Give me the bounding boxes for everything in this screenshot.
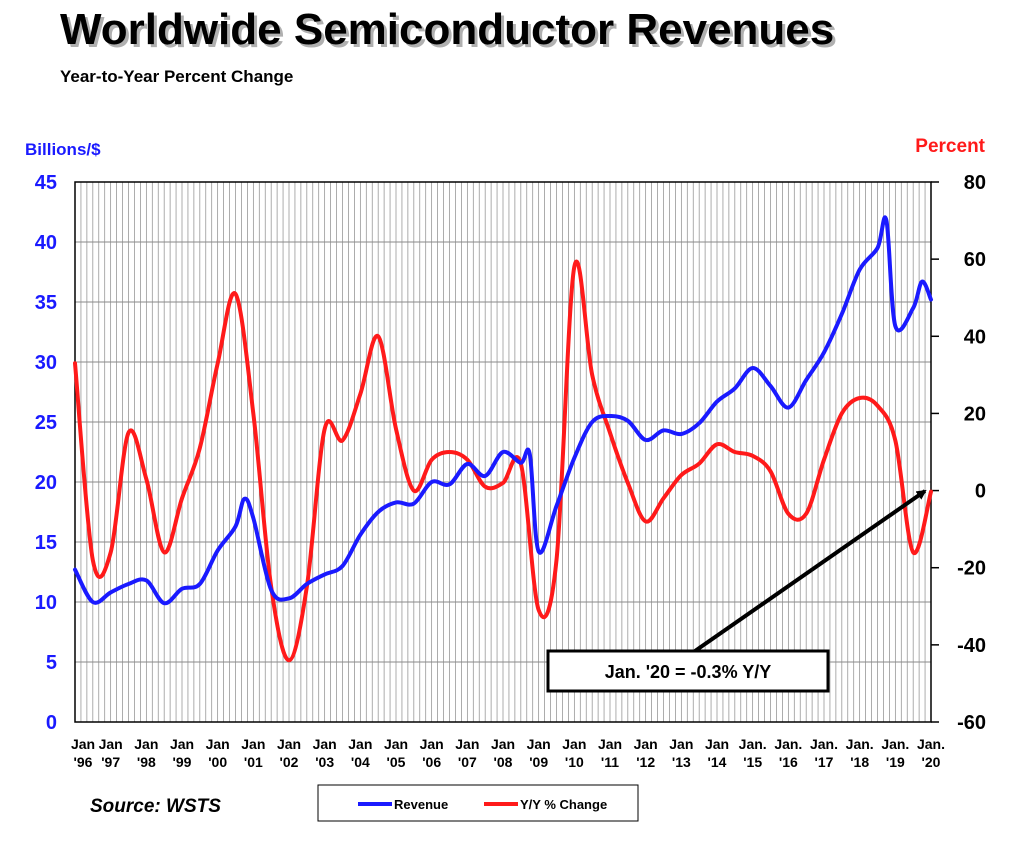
x-tick-label-year: '17 — [815, 754, 834, 770]
y-left-tick-label: 30 — [35, 352, 57, 374]
y-right-axis: -60 -40 -20 0 20 40 60 80 — [931, 172, 986, 734]
x-tick-label-year: '00 — [208, 754, 227, 770]
x-tick-label-year: '07 — [458, 754, 477, 770]
y-left-label: Billions/$ — [25, 140, 101, 159]
y-left-tick-label: 5 — [46, 652, 57, 674]
x-tick-label-month: Jan — [206, 736, 230, 752]
x-tick-label-month: Jan — [598, 736, 622, 752]
x-tick-label-year: '15 — [743, 754, 762, 770]
x-tick-label-month: Jan — [99, 736, 123, 752]
x-tick-label-year: '97 — [101, 754, 120, 770]
x-tick-label-month: Jan — [562, 736, 586, 752]
y-left-axis: 0 5 10 15 20 25 30 35 40 45 — [35, 172, 57, 734]
x-tick-label-year: '08 — [494, 754, 513, 770]
y-left-tick-label: 10 — [35, 592, 57, 614]
x-tick-label-year: '09 — [529, 754, 548, 770]
x-tick-label-year: '11 — [601, 754, 619, 770]
legend: Revenue Y/Y % Change — [317, 784, 639, 822]
revenue-line — [73, 215, 933, 606]
x-tick-label-month: Jan — [313, 736, 337, 752]
x-tick-label-year: '05 — [387, 754, 406, 770]
x-tick-label-month: Jan — [669, 736, 693, 752]
y-left-tick-label: 35 — [35, 292, 57, 314]
y-left-tick-label: 0 — [46, 712, 57, 734]
x-tick-label-year: '12 — [636, 754, 655, 770]
y-right-tick-label: -20 — [957, 558, 986, 580]
y-left-tick-label: 20 — [35, 472, 57, 494]
x-tick-label-year: '99 — [173, 754, 192, 770]
x-tick-label-year: '18 — [850, 754, 869, 770]
x-tick-label-month: Jan. — [846, 736, 874, 752]
legend-revenue-label: Revenue — [394, 797, 448, 812]
x-tick-label-month: Jan — [384, 736, 408, 752]
x-tick-label-year: '16 — [779, 754, 798, 770]
x-tick-label-month: Jan — [348, 736, 372, 752]
x-tick-label-month: Jan — [241, 736, 265, 752]
x-tick-label-year: '03 — [315, 754, 334, 770]
y-left-tick-label: 25 — [35, 412, 57, 434]
x-tick-label-year: '20 — [922, 754, 941, 770]
y-left-tick-label: 40 — [35, 232, 57, 254]
x-tick-label-month: Jan — [634, 736, 658, 752]
x-tick-label-month: Jan. — [739, 736, 767, 752]
chart-title: Worldwide Semiconductor Revenues — [60, 5, 834, 54]
x-tick-label-year: '13 — [672, 754, 691, 770]
x-tick-label-year: '04 — [351, 754, 370, 770]
x-tick-label-month: Jan — [491, 736, 515, 752]
x-tick-label-month: Jan. — [774, 736, 802, 752]
y-right-tick-label: 0 — [975, 481, 986, 503]
x-tick-label-year: '96 — [74, 754, 93, 770]
x-tick-label-month: Jan — [71, 736, 95, 752]
x-tick-label-month: Jan — [420, 736, 444, 752]
x-tick-label-month: Jan — [277, 736, 301, 752]
y-left-tick-label: 45 — [35, 172, 57, 194]
x-tick-label-year: '19 — [886, 754, 905, 770]
x-tick-label-month: Jan — [455, 736, 479, 752]
y-right-tick-label: -40 — [957, 635, 986, 657]
x-tick-label-year: '02 — [280, 754, 299, 770]
y-right-tick-label: 60 — [964, 249, 986, 271]
annotation-arrow — [693, 489, 927, 653]
x-tick-label-month: Jan — [527, 736, 551, 752]
y-right-tick-label: 20 — [964, 403, 986, 425]
source-note: Source: WSTS — [90, 796, 221, 817]
x-tick-label-month: Jan. — [881, 736, 909, 752]
y-left-tick-label: 15 — [35, 532, 57, 554]
x-tick-label-month: Jan. — [917, 736, 945, 752]
x-tick-label-month: Jan — [134, 736, 158, 752]
x-tick-label-year: '06 — [422, 754, 441, 770]
x-tick-label-month: Jan — [705, 736, 729, 752]
x-tick-label-month: Jan. — [810, 736, 838, 752]
annotation-box — [546, 649, 830, 693]
x-tick-label-month: Jan — [170, 736, 194, 752]
legend-yoy-label: Y/Y % Change — [520, 797, 607, 812]
y-right-tick-label: 80 — [964, 172, 986, 194]
y-right-tick-label: 40 — [964, 326, 986, 348]
x-tick-label-year: '14 — [708, 754, 727, 770]
y-right-tick-label: -60 — [957, 712, 986, 734]
chart-subtitle: Year-to-Year Percent Change — [60, 67, 293, 86]
plot-area-frame — [74, 181, 932, 723]
annotation-text: Jan. '20 = -0.3% Y/Y — [605, 662, 772, 682]
x-tick-label-year: '98 — [137, 754, 156, 770]
x-tick-label-year: '10 — [565, 754, 584, 770]
x-axis: Jan '96 Jan '97 Jan '98 Jan '99 Jan '00 Jan '01 Jan '… — [71, 736, 945, 770]
series-layer — [73, 215, 933, 663]
x-tick-label-year: '01 — [244, 754, 263, 770]
chart-title-shadow: Worldwide Semiconductor Revenues — [63, 8, 837, 57]
y-right-label: Percent — [915, 136, 985, 157]
yoy-change-line — [73, 259, 933, 663]
